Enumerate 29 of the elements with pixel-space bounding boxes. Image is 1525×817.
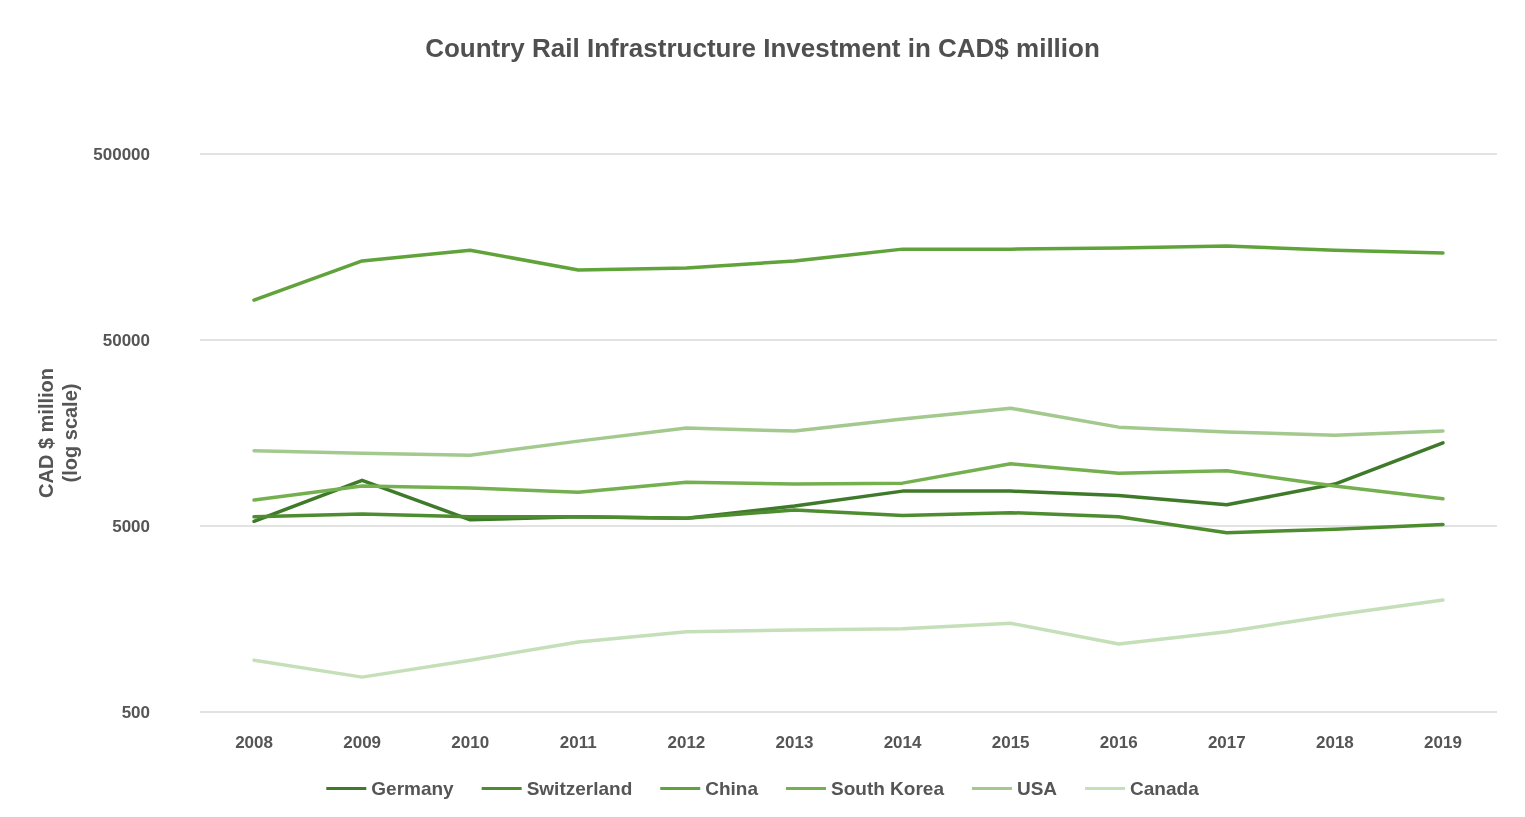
y-tick-label: 500000 <box>93 144 150 164</box>
x-tick-label: 2011 <box>559 733 597 752</box>
x-tick-label: 2009 <box>343 733 382 752</box>
x-tick-label: 2016 <box>1099 733 1138 752</box>
line-series <box>252 406 1445 458</box>
y-tick-label: 5000 <box>112 516 150 536</box>
x-tick-label: 2013 <box>775 733 814 752</box>
line-series <box>252 598 1445 679</box>
x-tick-label: 2019 <box>1424 733 1462 752</box>
legend-label: Canada <box>1130 778 1200 799</box>
x-tick-label: 2010 <box>451 733 490 752</box>
x-tick-label: 2012 <box>667 733 706 752</box>
line-series <box>252 244 1445 302</box>
x-tick-label: 2008 <box>235 733 273 752</box>
y-axis-title: CAD $ million (log scale) <box>35 367 82 499</box>
x-tick-label: 2017 <box>1207 733 1246 752</box>
y-tick-label: 500 <box>121 702 150 722</box>
legend-label: Switzerland <box>526 778 633 799</box>
y-tick-label: 50000 <box>102 330 150 350</box>
x-tick-label: 2015 <box>991 733 1030 752</box>
legend-label: USA <box>1016 778 1058 799</box>
legend-label: China <box>705 778 759 799</box>
line-series <box>252 462 1445 502</box>
x-tick-label: 2014 <box>883 733 922 752</box>
legend-label: South Korea <box>831 778 945 799</box>
x-tick-label: 2018 <box>1315 733 1354 752</box>
chart-title: Country Rail Infrastructure Investment in CAD$ million <box>425 33 1100 63</box>
legend-label: Germany <box>371 778 455 799</box>
line-series <box>252 508 1445 535</box>
